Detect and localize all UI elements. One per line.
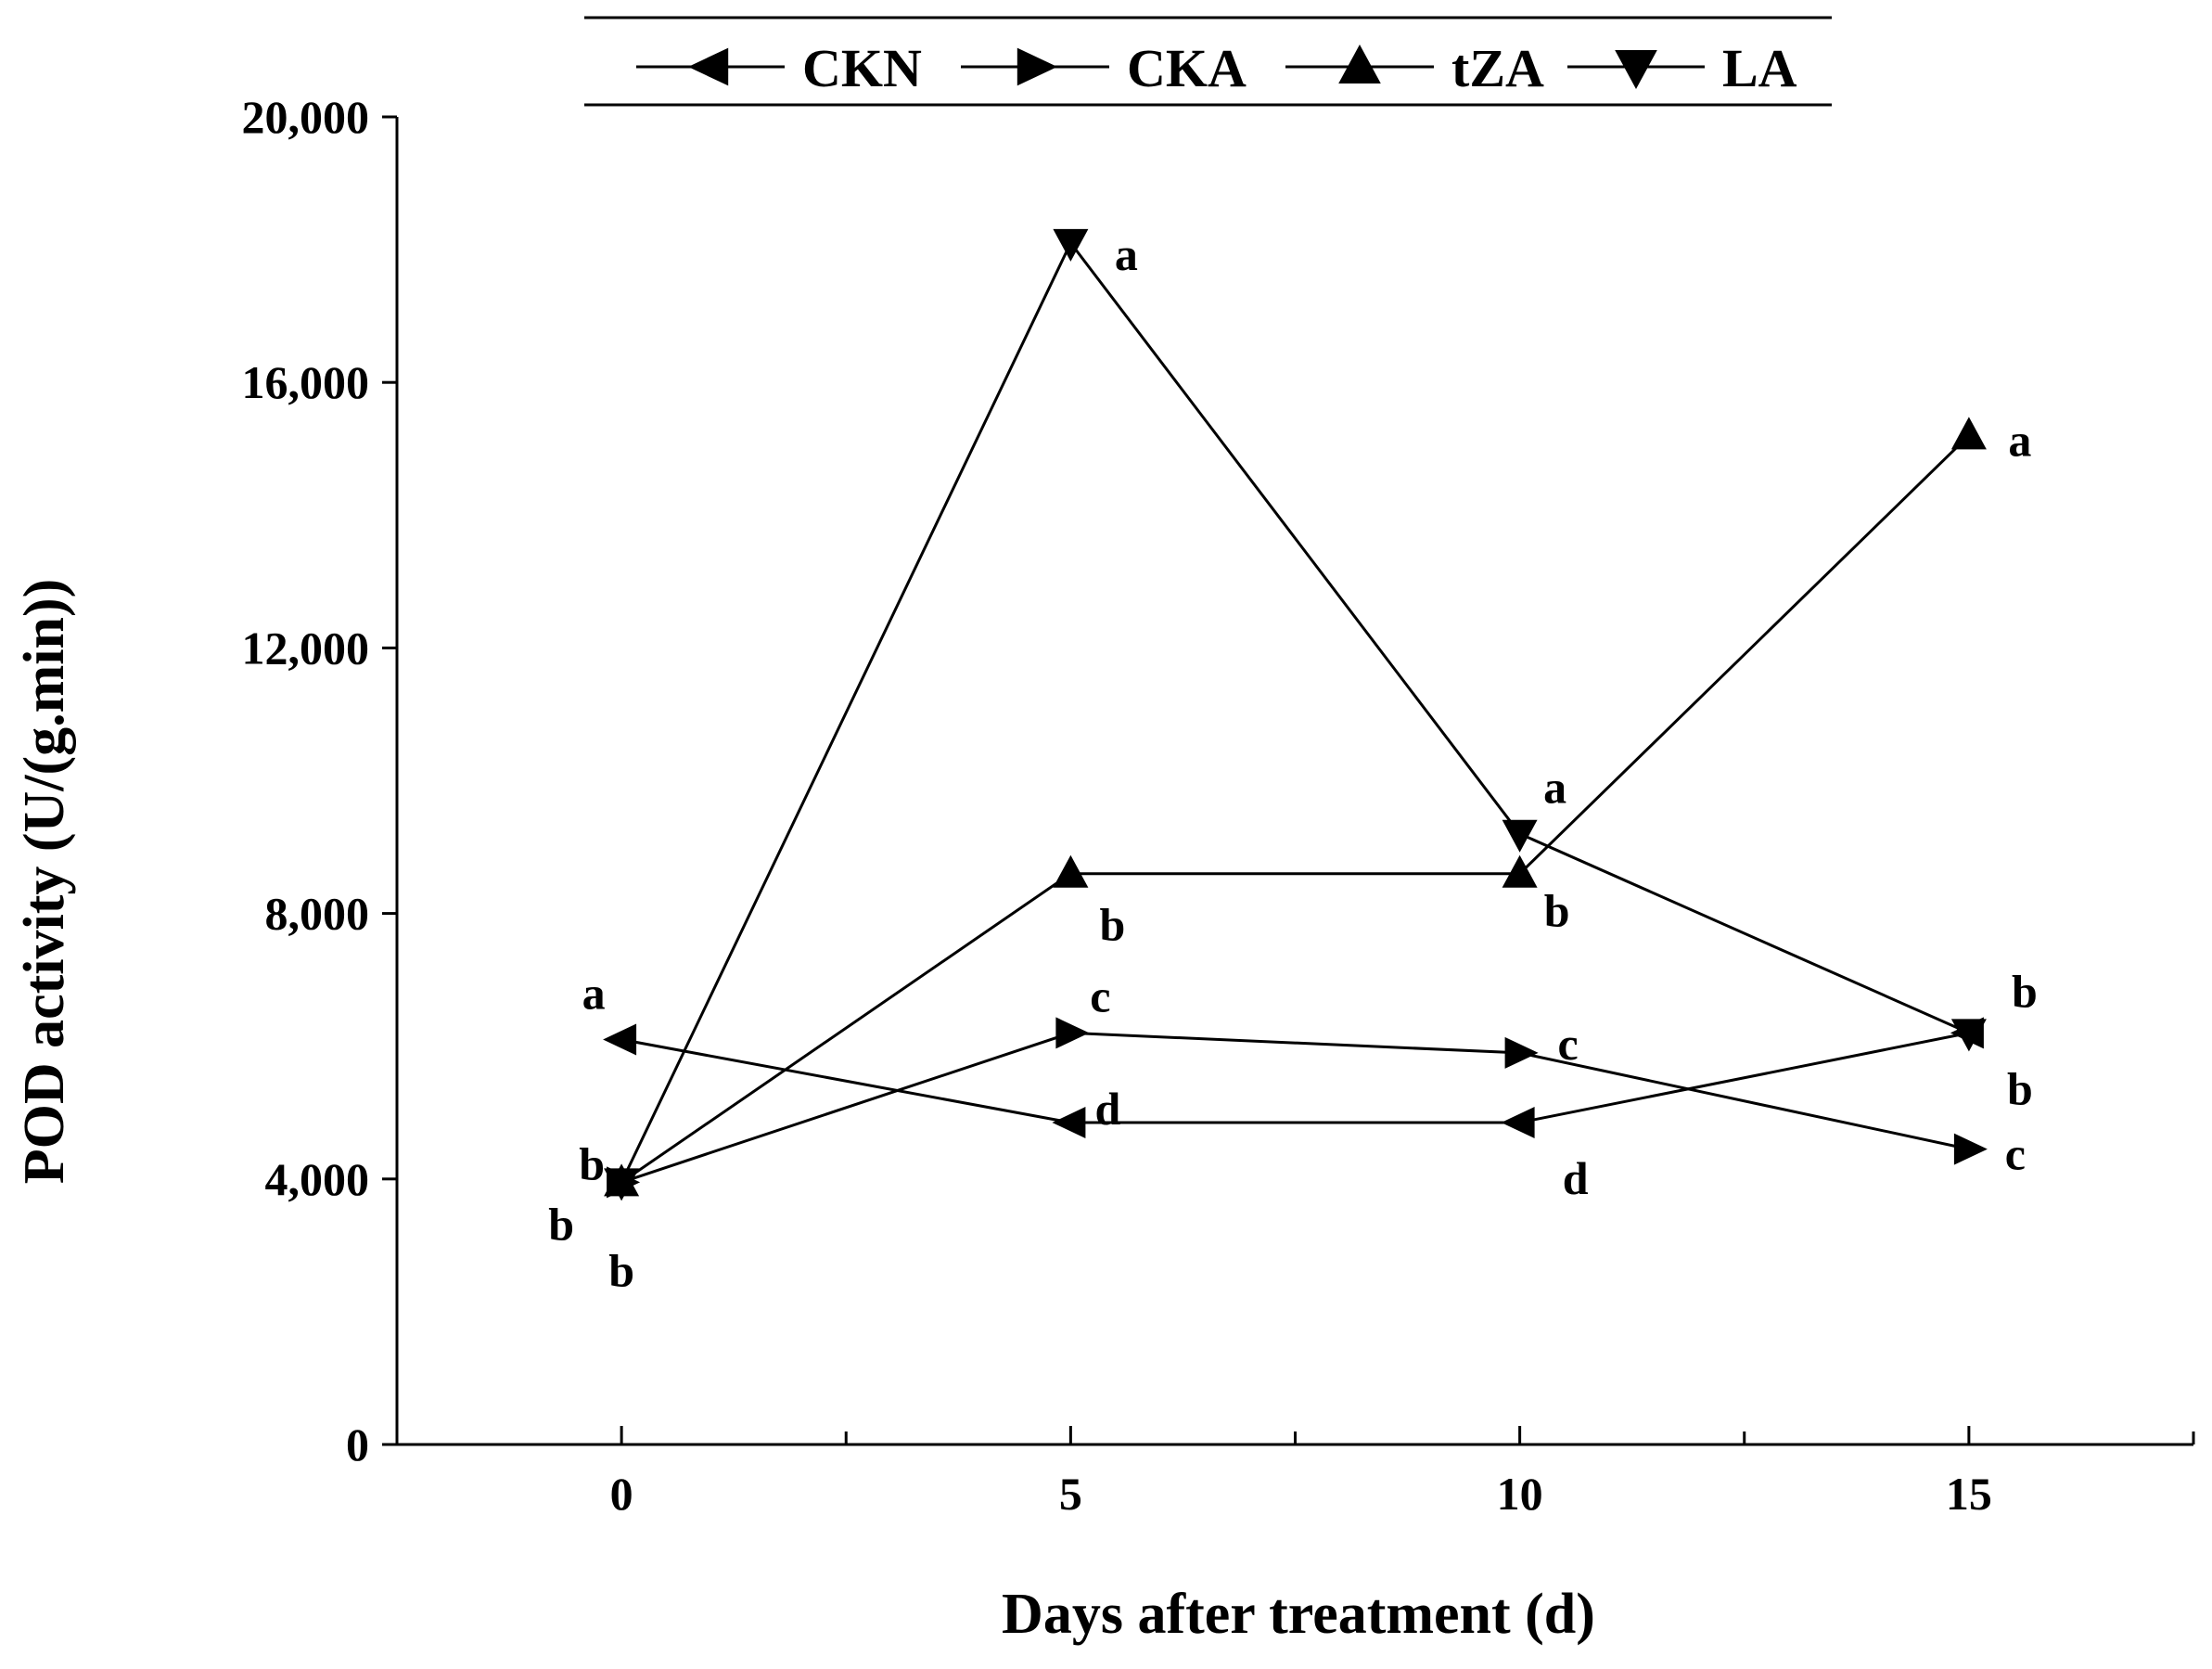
x-tick-label: 5 [1059, 1468, 1082, 1520]
significance-label-CKA: c [1090, 969, 1110, 1021]
significance-label-CKA: b [579, 1137, 605, 1189]
y-tick-label: 20,000 [242, 91, 370, 143]
significance-label-tZA: b [1544, 885, 1570, 937]
data-point-LA [604, 1168, 640, 1201]
significance-label-CKN: b [2012, 965, 2038, 1017]
legend-label-tZA: tZA [1451, 38, 1544, 98]
series-lines [620, 240, 1970, 1184]
data-point-tZA [1950, 417, 1987, 450]
significance-label-CKN: a [582, 968, 606, 1020]
significance-label-CKA: c [2005, 1128, 2026, 1180]
data-point-CKN [1501, 1107, 1535, 1138]
legend: CKN CKA tZA LA [584, 16, 1832, 107]
data-point-LA [1053, 228, 1089, 262]
legend-label-CKN: CKN [802, 38, 922, 98]
data-point-CKA [1953, 1133, 1988, 1165]
series-line-CKA [620, 1031, 1970, 1184]
x-axis-title: Days after treatment (d) [1002, 1583, 1595, 1646]
significance-label-LA: a [1115, 228, 1138, 280]
series-markers [603, 228, 1988, 1201]
y-tick-label: 12,000 [242, 622, 370, 674]
significance-label-tZA: b [548, 1198, 574, 1250]
series-line-CKN [620, 1031, 1970, 1124]
y-axis-title: POD activity (U/(g.min)) [13, 579, 76, 1185]
data-point-CKN [603, 1023, 637, 1056]
legend-label-CKA: CKA [1127, 38, 1247, 98]
x-tick-label: 0 [610, 1468, 633, 1520]
significance-label-CKA: c [1558, 1018, 1579, 1070]
significance-label-tZA: b [1099, 899, 1125, 951]
legend-marker-CKN [688, 47, 729, 86]
significance-label-CKN: d [1094, 1083, 1120, 1135]
series-line-tZA [620, 434, 1970, 1184]
significance-label-LA: a [1543, 762, 1566, 814]
series-line-LA [620, 240, 1970, 1184]
data-point-tZA [1502, 854, 1538, 888]
data-point-LA [1502, 819, 1538, 853]
x-tick-label: 15 [1946, 1468, 1992, 1520]
y-tick-label: 4,000 [265, 1153, 370, 1205]
legend-label-LA: LA [1722, 38, 1797, 98]
significance-label-LA: b [608, 1244, 634, 1296]
data-point-CKA [1055, 1017, 1090, 1049]
axes: 0 4,000 8,000 12,000 16,000 20,000 0 5 10 15 [242, 91, 2195, 1520]
data-point-CKA [1504, 1036, 1539, 1069]
significance-label-tZA: a [2008, 414, 2031, 466]
data-point-CKN [1052, 1107, 1086, 1138]
data-point-tZA [1053, 854, 1089, 888]
legend-marker-CKA [1016, 47, 1057, 86]
y-tick-label: 16,000 [242, 356, 370, 408]
y-tick-label: 0 [346, 1419, 369, 1470]
significance-label-CKN: d [1563, 1152, 1589, 1204]
data-point-LA [1950, 1019, 1987, 1052]
x-tick-label: 10 [1497, 1468, 1543, 1520]
significance-label-LA: b [2007, 1062, 2033, 1114]
legend-marker-LA [1615, 50, 1657, 89]
legend-marker-tZA [1338, 45, 1381, 83]
y-tick-label: 8,000 [265, 888, 370, 940]
